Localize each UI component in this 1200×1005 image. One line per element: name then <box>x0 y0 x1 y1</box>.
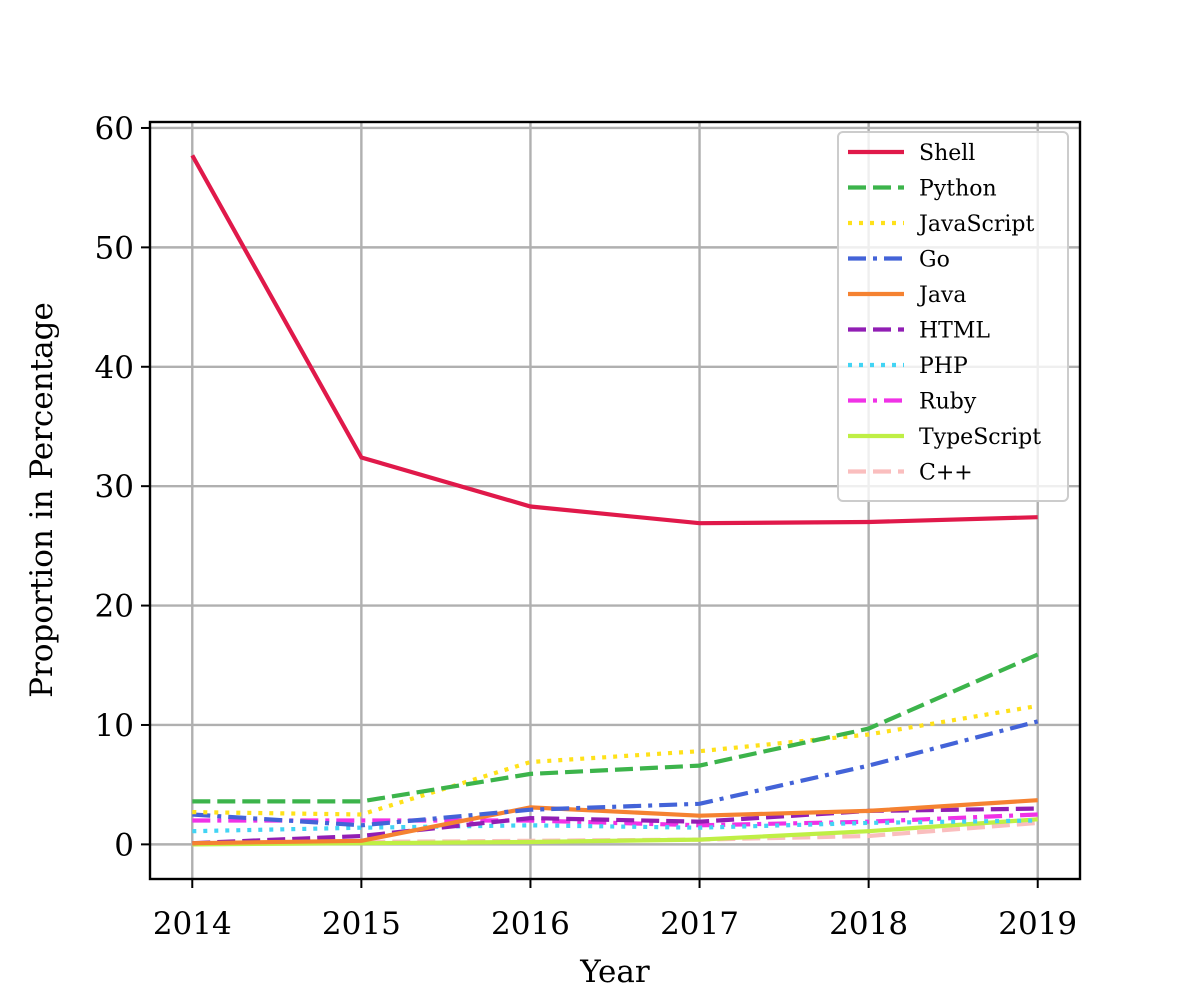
x-axis-label: Year <box>579 954 650 990</box>
series-line-shell <box>190 154 1038 526</box>
y-tick-label: 10 <box>95 708 134 744</box>
x-tick-label: 2016 <box>491 906 570 942</box>
legend-label-ruby: Ruby <box>919 390 977 415</box>
series-line-ruby <box>192 812 1038 828</box>
legend-label-typescript: TypeScript <box>919 425 1041 450</box>
y-tick-label: 30 <box>95 469 134 505</box>
legend-label-php: PHP <box>919 354 968 379</box>
legend-label-java: Java <box>917 283 966 308</box>
y-tick-label: 0 <box>114 827 134 863</box>
series-line-html <box>192 806 1038 846</box>
series-line-typescript <box>192 817 1038 847</box>
x-tick-label: 2014 <box>153 906 232 942</box>
y-axis-label: Proportion in Percentage <box>24 302 60 698</box>
y-tick-label: 40 <box>95 350 134 386</box>
x-tick-label: 2015 <box>322 906 401 942</box>
y-tick-label: 50 <box>95 230 134 266</box>
axes-frame <box>148 120 1082 881</box>
series-line-php <box>192 818 1038 834</box>
y-tick-label: 20 <box>95 589 134 625</box>
legend-label-html: HTML <box>919 319 990 344</box>
series-lines <box>190 154 1039 847</box>
series-line-java <box>192 798 1038 846</box>
series-line-go <box>192 719 1039 828</box>
x-axis-ticks: 2014 2015 2016 2017 2018 2019 <box>153 879 1077 942</box>
y-axis-ticks: 0 10 20 30 40 50 60 <box>95 111 150 863</box>
legend-label-javascript: JavaScript <box>917 212 1035 237</box>
legend-label-shell: Shell <box>919 141 975 166</box>
y-tick-label: 60 <box>95 111 134 147</box>
legend-label-go: Go <box>919 248 950 273</box>
legend: Shell Python JavaScript Go Java HTML PHP Ruby Ty… <box>837 131 1069 502</box>
x-tick-label: 2017 <box>660 906 739 942</box>
series-line-python <box>192 652 1039 804</box>
series-line-javascript <box>192 703 1039 817</box>
legend-label-python: Python <box>919 177 997 202</box>
x-tick-label: 2019 <box>998 906 1077 942</box>
legend-label-cpp: C++ <box>919 461 973 486</box>
x-tick-label: 2018 <box>829 906 908 942</box>
